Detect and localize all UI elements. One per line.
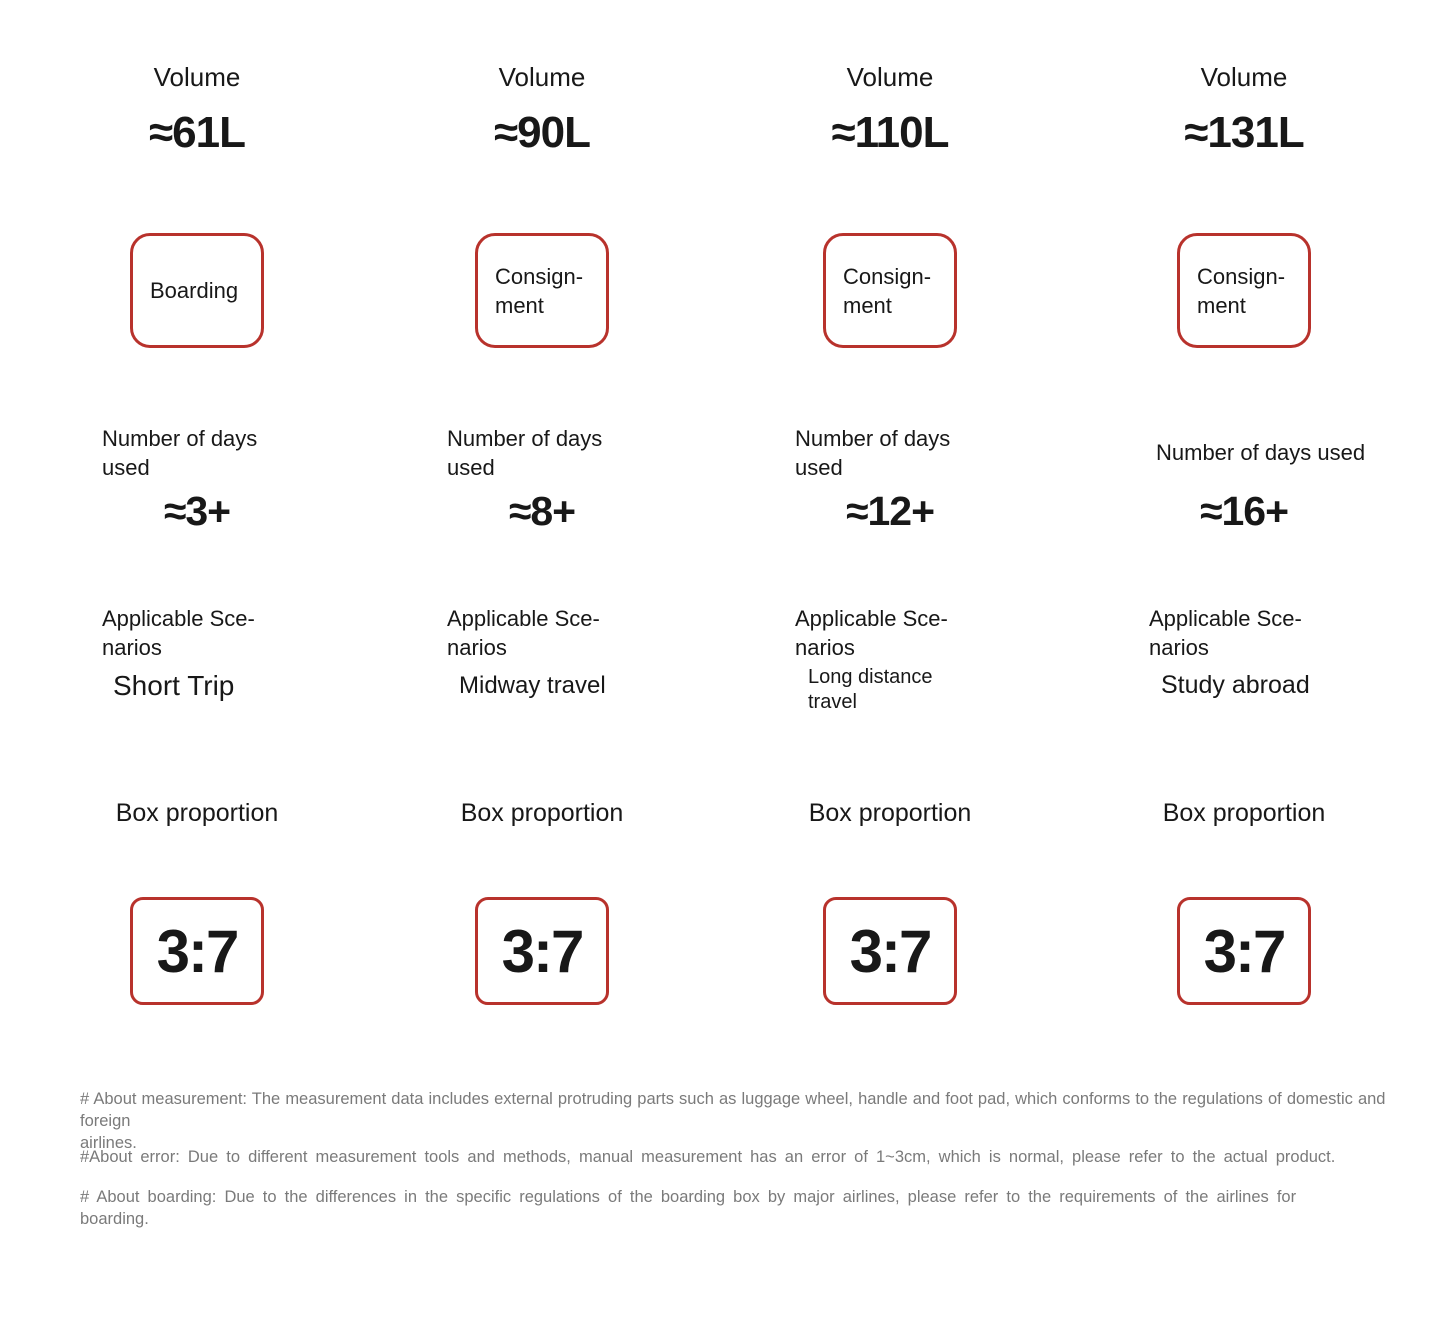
scenario-value: Midway travel: [459, 672, 606, 699]
days-used-value: ≈8+: [508, 488, 576, 534]
box-proportion-label: Box proportion: [460, 799, 624, 827]
footnote-error: #About error: Due to different measureme…: [80, 1148, 1336, 1166]
box-proportion-label: Box proportion: [808, 799, 972, 827]
spec-column-131l: Volume ≈131L Consign- ment Number of day…: [1084, 0, 1404, 1100]
scenario-value: Study abroad: [1161, 671, 1310, 699]
volume-value: ≈131L: [1184, 108, 1304, 157]
scenario-value: Short Trip: [113, 670, 235, 701]
carriage-type-badge: Consign- ment: [1177, 233, 1311, 348]
carriage-type-badge: Consign- ment: [823, 233, 957, 348]
volume-value: ≈61L: [149, 108, 246, 157]
volume-value: ≈90L: [494, 108, 591, 157]
box-ratio-badge: 3:7: [1177, 897, 1311, 1005]
spec-column-90l: Volume ≈90L Consign- ment Number of days…: [382, 0, 702, 1100]
box-ratio-badge: 3:7: [475, 897, 609, 1005]
volume-label: Volume: [153, 62, 241, 92]
carriage-type-badge: Consign- ment: [475, 233, 609, 348]
scenarios-label: Applicable Sce- narios: [795, 606, 948, 660]
spec-column-110l: Volume ≈110L Consign- ment Number of day…: [730, 0, 1050, 1100]
days-used-label: Number of days used: [795, 426, 951, 480]
days-used-value: ≈3+: [163, 488, 231, 534]
footnote-boarding: # About boarding: Due to the differences…: [80, 1188, 1297, 1228]
scenario-value: Long distance travel: [808, 666, 933, 713]
box-ratio-badge: 3:7: [823, 897, 957, 1005]
days-used-value: ≈12+: [845, 488, 935, 534]
box-proportion-label: Box proportion: [115, 799, 279, 827]
footnote-measurement: # About measurement: The measurement dat…: [80, 1090, 1386, 1152]
box-ratio-badge: 3:7: [130, 897, 264, 1005]
box-proportion-label: Box proportion: [1162, 799, 1326, 827]
days-used-label: Number of days used: [1156, 440, 1366, 465]
scenarios-label: Applicable Sce- narios: [447, 606, 600, 660]
volume-label: Volume: [498, 62, 586, 92]
spec-column-61l: Volume ≈61L Boarding Number of days used…: [37, 0, 357, 1100]
days-used-label: Number of days used: [102, 426, 258, 480]
volume-value: ≈110L: [831, 108, 949, 157]
volume-label: Volume: [846, 62, 934, 92]
scenarios-label: Applicable Sce- narios: [102, 606, 255, 660]
scenarios-label: Applicable Sce- narios: [1149, 606, 1302, 660]
carriage-type-badge: Boarding: [130, 233, 264, 348]
days-used-label: Number of days used: [447, 426, 603, 480]
volume-label: Volume: [1200, 62, 1288, 92]
days-used-value: ≈16+: [1199, 488, 1289, 534]
